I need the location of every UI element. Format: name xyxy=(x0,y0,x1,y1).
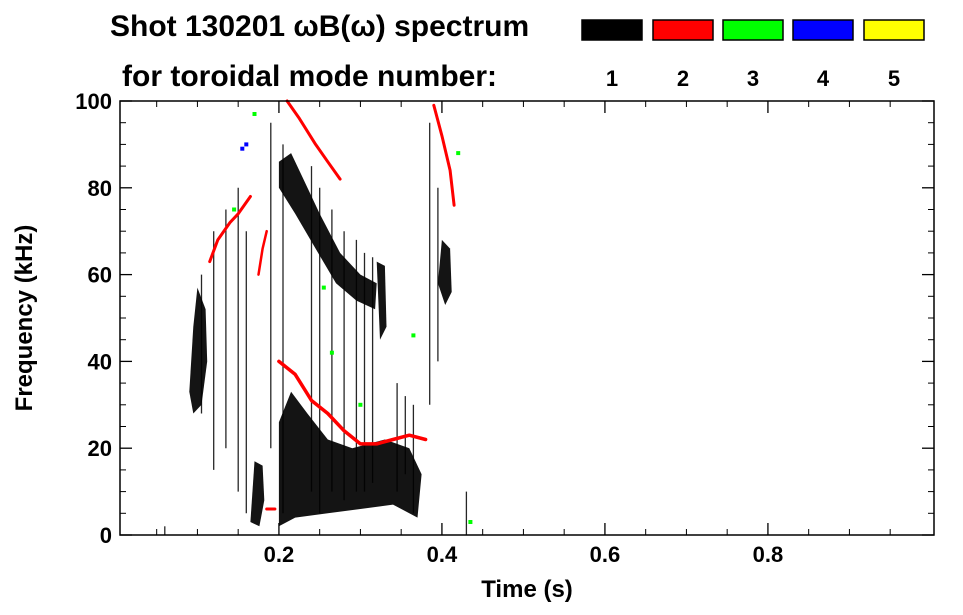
axis-tick-labels: 0 20 40 60 80 100 0.2 0.4 0.6 0.8 xyxy=(75,89,783,567)
legend-swatch-4 xyxy=(792,19,854,41)
speck-4 xyxy=(411,333,416,338)
y-tick-label-5: 100 xyxy=(75,89,112,114)
x-tick-label-0: 0.2 xyxy=(264,542,295,567)
speck-0 xyxy=(252,112,257,116)
plot-content xyxy=(164,99,473,535)
legend-label-3: 3 xyxy=(747,66,759,91)
chart-subtitle: for toroidal mode number: xyxy=(122,60,497,93)
trace-n2-mid xyxy=(257,229,268,276)
region-n1-upper-tail xyxy=(376,261,387,340)
y-tick-label-0: 0 xyxy=(100,523,112,548)
x-tick-label-3: 0.8 xyxy=(753,542,784,567)
speck-8 xyxy=(240,146,245,151)
x-tick-label-1: 0.4 xyxy=(427,542,458,567)
legend-label-2: 2 xyxy=(677,66,689,91)
speck-7 xyxy=(468,520,473,524)
y-axis-label: Frequency (kHz) xyxy=(11,225,38,412)
plot-frame xyxy=(119,100,935,536)
legend-swatch-3 xyxy=(722,19,784,41)
speck-6 xyxy=(456,151,461,156)
x-axis-label: Time (s) xyxy=(481,576,573,603)
region-n1-lower-band xyxy=(278,391,422,527)
trace-n2-late xyxy=(432,103,456,207)
region-n1-late-burst xyxy=(437,239,452,305)
legend-label-4: 4 xyxy=(817,66,830,91)
chart-title: Shot 130201 ωB(ω) spectrum xyxy=(110,10,529,43)
legend-swatch-5 xyxy=(863,19,925,41)
axis-ticks xyxy=(120,100,934,536)
y-tick-label-4: 80 xyxy=(88,176,112,201)
legend-swatch-2 xyxy=(652,19,714,41)
x-tick-label-2: 0.6 xyxy=(590,542,621,567)
speck-1 xyxy=(232,207,237,212)
trace-n2-high-band xyxy=(285,99,342,181)
legend-swatch-1 xyxy=(581,19,643,41)
trace-n2-chirp-low xyxy=(277,359,428,446)
legend-label-5: 5 xyxy=(888,66,900,91)
region-n1-early-lowfreq xyxy=(250,461,265,527)
region-n1-early-burst xyxy=(189,287,208,414)
y-tick-label-1: 20 xyxy=(88,436,112,461)
speck-9 xyxy=(244,142,249,147)
y-tick-label-3: 60 xyxy=(88,263,112,288)
trace-n2-early-rise xyxy=(208,195,252,264)
y-tick-label-2: 40 xyxy=(88,349,112,374)
region-n1-upper-band xyxy=(278,153,377,310)
legend: 1 2 3 4 5 xyxy=(581,19,925,91)
speck-3 xyxy=(329,350,334,355)
legend-label-1: 1 xyxy=(606,66,618,91)
speck-2 xyxy=(321,285,326,290)
speck-5 xyxy=(358,402,363,407)
